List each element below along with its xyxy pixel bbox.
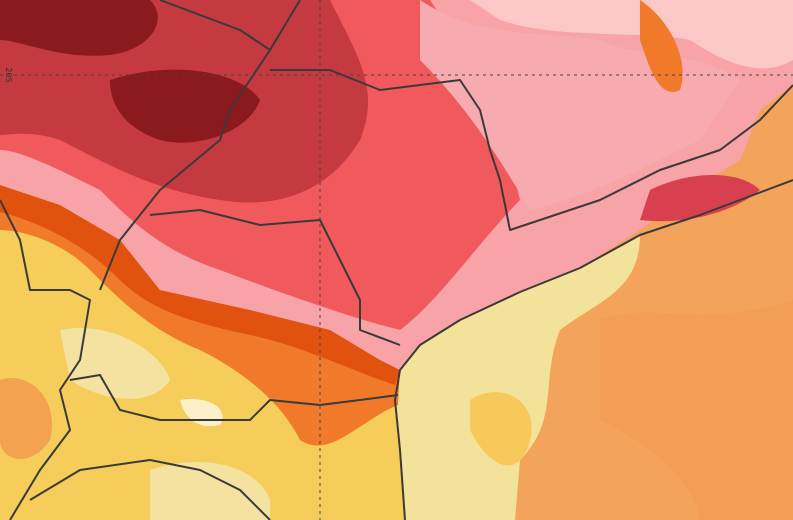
- land-dark-orange-band: [0, 185, 400, 385]
- coastline: [394, 369, 406, 520]
- land-pale-patch: [60, 328, 170, 399]
- land-pale-patch: [150, 461, 270, 520]
- land-red-patch: [640, 175, 760, 222]
- latitude-label: 20S: [4, 67, 13, 82]
- country-border: [0, 199, 91, 520]
- state-border: [99, 0, 271, 291]
- ocean-field-variation: [600, 300, 793, 520]
- land-orange-patch: [640, 0, 683, 92]
- land-lightest-field: [470, 0, 793, 69]
- coastal-pale-field: [395, 235, 640, 520]
- land-darkest-red-field: [110, 69, 260, 143]
- coastal-yellow-patch: [470, 392, 532, 466]
- country-border: [29, 459, 271, 520]
- state-border: [69, 374, 399, 421]
- land-orange-patch: [0, 378, 52, 459]
- state-border: [269, 0, 793, 231]
- land-light-pink-field: [420, 0, 740, 210]
- state-border: [149, 209, 401, 346]
- coastline: [399, 179, 793, 371]
- land-darkest-red-field: [0, 0, 158, 56]
